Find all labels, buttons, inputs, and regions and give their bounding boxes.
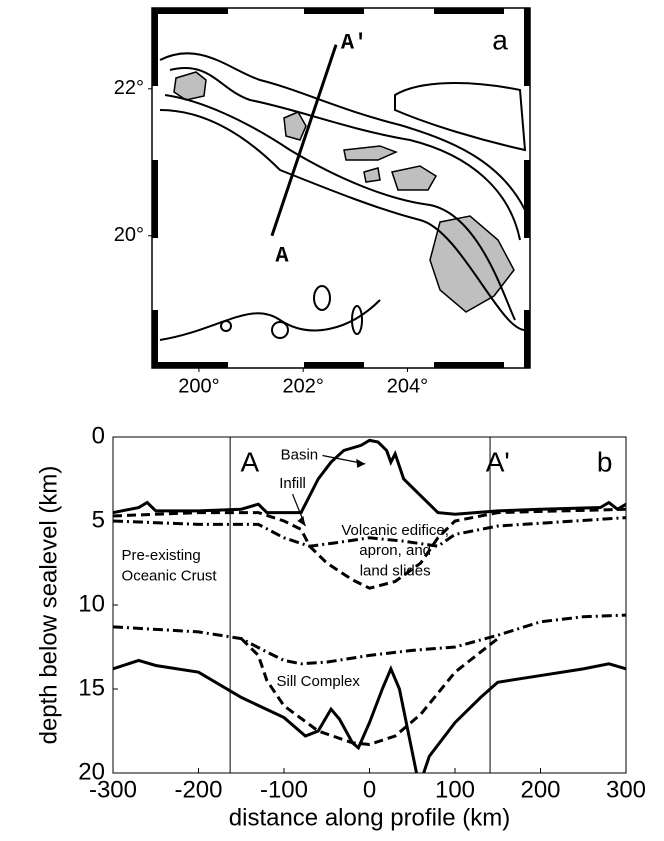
contour <box>159 109 526 331</box>
annotation: b <box>597 446 613 477</box>
map-contours <box>159 52 527 341</box>
x-tick-label: -100 <box>260 776 308 803</box>
x-axis-label: distance along profile (km) <box>229 804 510 831</box>
x-tick-label: 202° <box>283 375 324 397</box>
map-land <box>173 71 515 313</box>
x-tick-label: -300 <box>89 776 137 803</box>
map-frame <box>151 7 531 369</box>
annotation: Oceanic Crust <box>122 567 218 584</box>
y-tick-label: 22° <box>114 77 144 99</box>
map-label: a <box>492 24 508 55</box>
annotation: land slides <box>360 562 431 579</box>
annotation: Pre-existing <box>122 547 201 564</box>
map-label: A' <box>341 31 367 56</box>
annotation: A <box>240 446 259 477</box>
arrow-head <box>356 458 366 468</box>
profile-line <box>113 507 626 590</box>
annotation: Volcanic edifice, <box>341 522 449 539</box>
y-tick-label: 10 <box>78 590 105 617</box>
y-tick-label: 0 <box>92 422 105 449</box>
y-tick-label: 20° <box>114 224 144 246</box>
annotation: Sill Complex <box>277 673 361 690</box>
profile-line <box>113 613 626 666</box>
annotation: Infill <box>279 475 306 492</box>
contour <box>271 321 289 339</box>
contour <box>159 299 381 341</box>
annotation: A' <box>486 446 510 477</box>
x-tick-label: 300 <box>606 776 646 803</box>
y-tick-label: 15 <box>78 674 105 701</box>
island <box>391 165 438 191</box>
contour <box>159 52 526 211</box>
map-label: A <box>275 244 289 269</box>
island <box>283 111 307 141</box>
annotation: Basin <box>281 446 319 463</box>
contour <box>313 285 331 311</box>
contour <box>220 320 232 332</box>
y-tick-label: 20 <box>78 758 105 785</box>
contour <box>394 82 527 152</box>
contour <box>351 305 363 335</box>
arrow-head <box>297 516 306 527</box>
profile-line <box>270 44 338 237</box>
contour <box>169 67 521 241</box>
x-tick-label: 100 <box>435 776 475 803</box>
map-border <box>152 8 530 368</box>
x-tick-label: 200° <box>178 375 219 397</box>
x-tick-label: -200 <box>174 776 222 803</box>
island <box>343 145 398 161</box>
island <box>429 215 515 313</box>
y-tick-label: 5 <box>92 506 105 533</box>
x-tick-label: 200 <box>520 776 560 803</box>
island <box>173 71 207 101</box>
profile-line <box>113 438 626 516</box>
x-tick-label: 0 <box>363 776 376 803</box>
profile-line <box>113 516 626 548</box>
island <box>363 167 381 183</box>
y-axis-label: depth below sealevel (km) <box>35 466 62 745</box>
profile-line <box>113 658 626 773</box>
x-tick-label: 204° <box>387 375 428 397</box>
contour <box>164 94 516 321</box>
series-group <box>113 438 626 773</box>
annotation: apron, and <box>359 542 431 559</box>
